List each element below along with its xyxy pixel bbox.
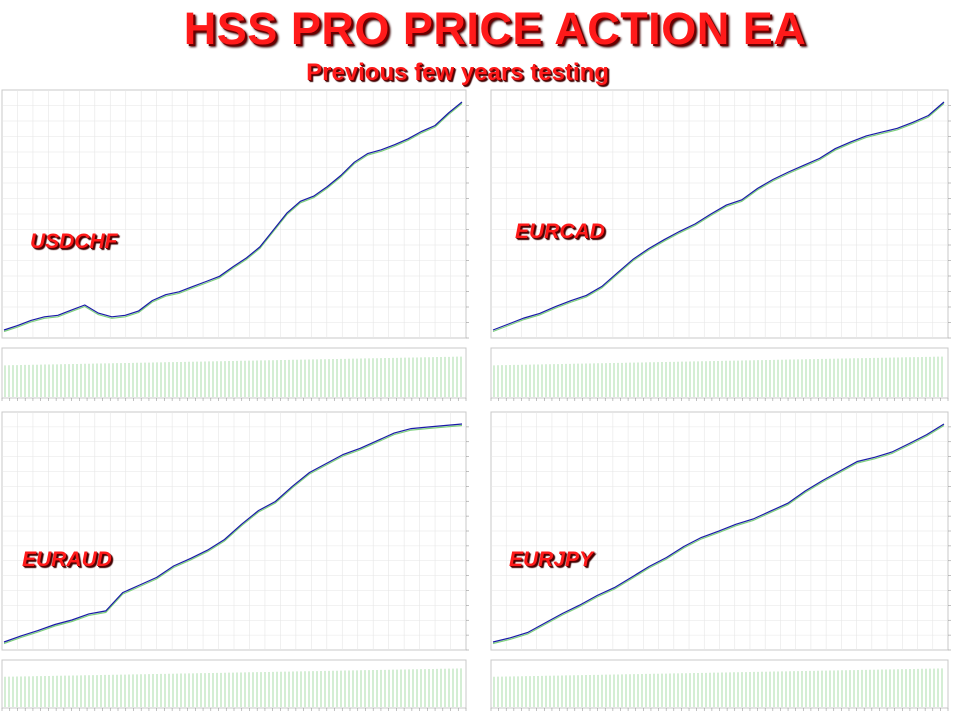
chart-svg <box>490 89 951 401</box>
chart-svg <box>1 89 469 401</box>
chart-eurcad: EURCAD <box>489 88 960 410</box>
equity-line <box>492 101 945 331</box>
page-title: HSS PRO PRICE ACTION EA <box>183 3 807 54</box>
pair-label-euraud: EURAUD <box>22 548 112 571</box>
pair-label-usdchf: USDCHF <box>30 230 118 253</box>
balance-line <box>492 103 945 333</box>
volume-frame <box>1 659 467 709</box>
chart-svg <box>490 411 951 711</box>
balance-line <box>492 424 945 645</box>
balance-line <box>3 103 463 333</box>
chart-svg <box>1 411 469 711</box>
page-subtitle: Previous few years testing <box>306 59 609 86</box>
equity-line <box>3 101 463 331</box>
volume-frame <box>490 347 949 399</box>
volume-frame <box>490 659 949 709</box>
pair-label-eurcad: EURCAD <box>515 220 605 243</box>
balance-line <box>3 424 463 645</box>
chart-euraud: EURAUD <box>0 410 478 720</box>
chart-eurjpy: EURJPY <box>489 410 960 720</box>
pair-label-eurjpy: EURJPY <box>509 548 594 571</box>
chart-usdchf: USDCHF <box>0 88 478 410</box>
volume-frame <box>1 347 467 399</box>
equity-line <box>492 423 945 643</box>
equity-line <box>3 423 463 643</box>
